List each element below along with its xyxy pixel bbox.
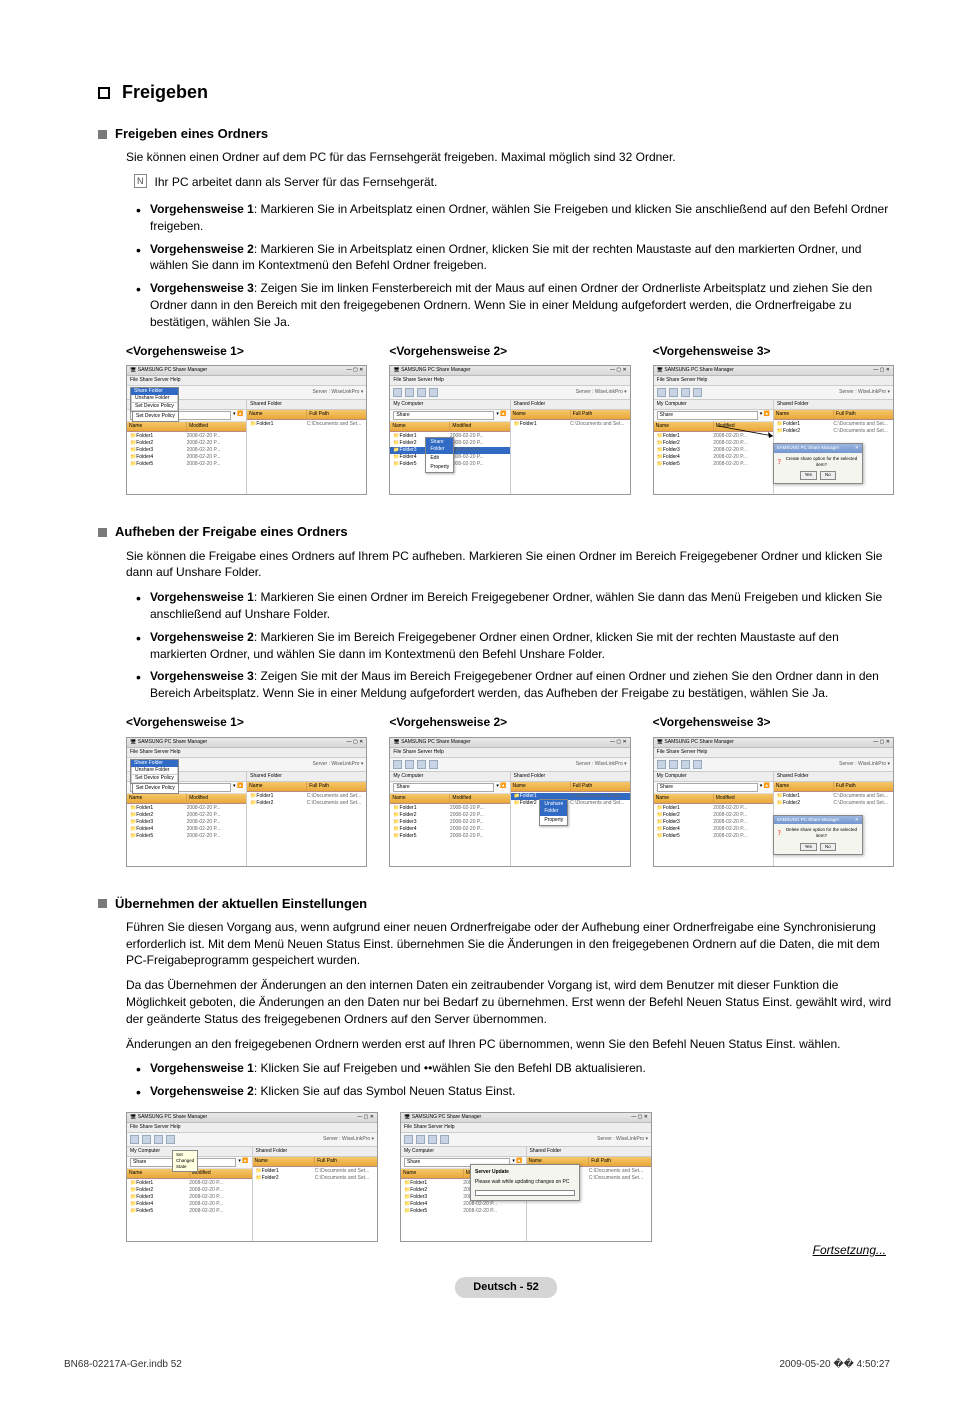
list-item: Vorgehensweise 1: Markieren Sie in Arbei… bbox=[136, 201, 894, 235]
screenshot-1a: 🖥 SAMSUNG PC Share Manager— ▢ ✕ File Sha… bbox=[126, 365, 367, 495]
note-text-1: Ihr PC arbeitet dann als Server für das … bbox=[155, 174, 438, 191]
list-item: Vorgehensweise 2: Markieren Sie in Arbei… bbox=[136, 241, 894, 275]
method-text: : Zeigen Sie mit der Maus im Bereich Fre… bbox=[150, 669, 879, 700]
intro-1: Sie können einen Ordner auf dem PC für d… bbox=[126, 149, 894, 166]
screenshot-2a: 🖥 SAMSUNG PC Share Manager— ▢ ✕ File Sha… bbox=[126, 737, 367, 867]
methods-list-1: Vorgehensweise 1: Markieren Sie in Arbei… bbox=[136, 201, 894, 331]
sub-title-1: Freigeben eines Ordners bbox=[115, 125, 268, 143]
p3-1: Führen Sie diesen Vorgang aus, wenn aufg… bbox=[126, 919, 894, 969]
page-number: Deutsch - 52 bbox=[455, 1277, 556, 1298]
continuation-note: Fortsetzung... bbox=[118, 1242, 886, 1259]
method-label: Vorgehensweise 1 bbox=[150, 590, 254, 604]
heading-text: Freigeben bbox=[122, 80, 208, 105]
intro-2: Sie können die Freigabe eines Ordners au… bbox=[126, 548, 894, 582]
screenshot-2b: 🖥 SAMSUNG PC Share Manager— ▢ ✕ File Sha… bbox=[389, 737, 630, 867]
screenshot-1b: 🖥 SAMSUNG PC Share Manager— ▢ ✕ File Sha… bbox=[389, 365, 630, 495]
shot-title: <Vorgehensweise 3> bbox=[653, 343, 894, 360]
method-label: Vorgehensweise 3 bbox=[150, 669, 254, 683]
main-heading: Freigeben bbox=[98, 80, 894, 105]
method-label: Vorgehensweise 3 bbox=[150, 281, 254, 295]
method-text: : Klicken Sie auf das Symbol Neuen Statu… bbox=[254, 1084, 515, 1098]
screenshot-1c: 🖥 SAMSUNG PC Share Manager— ▢ ✕ File Sha… bbox=[653, 365, 894, 495]
print-footer: BN68-02217A-Ger.indb 52 2009-05-20 �� 4:… bbox=[60, 1358, 894, 1372]
shot-title: <Vorgehensweise 3> bbox=[653, 714, 894, 731]
screenshot-row-2: <Vorgehensweise 1> 🖥 SAMSUNG PC Share Ma… bbox=[126, 714, 894, 867]
square-bullet-icon bbox=[98, 528, 107, 537]
square-bullet-icon bbox=[98, 899, 107, 908]
sub-heading-1: Freigeben eines Ordners bbox=[98, 125, 894, 143]
square-bullet-icon bbox=[98, 130, 107, 139]
p3-2: Da das Übernehmen der Änderungen an den … bbox=[126, 977, 894, 1027]
print-date: 2009-05-20 �� 4:50:27 bbox=[779, 1358, 890, 1372]
methods-list-3: Vorgehensweise 1: Klicken Sie auf Freige… bbox=[136, 1060, 894, 1100]
method-text: : Markieren Sie in Arbeitsplatz einen Or… bbox=[150, 242, 861, 273]
sub-heading-2: Aufheben der Freigabe eines Ordners bbox=[98, 523, 894, 541]
note-1: N Ihr PC arbeitet dann als Server für da… bbox=[134, 174, 894, 191]
shot-title: <Vorgehensweise 2> bbox=[389, 343, 630, 360]
file-ref: BN68-02217A-Ger.indb 52 bbox=[64, 1358, 182, 1372]
section-unshare: Aufheben der Freigabe eines Ordners Sie … bbox=[118, 523, 894, 866]
screenshot-3a: 🖥 SAMSUNG PC Share Manager— ▢ ✕ File Sha… bbox=[126, 1112, 378, 1242]
sub-title-3: Übernehmen der aktuellen Einstellungen bbox=[115, 895, 367, 913]
section-share: Freigeben eines Ordners Sie können einen… bbox=[118, 125, 894, 495]
sub-title-2: Aufheben der Freigabe eines Ordners bbox=[115, 523, 348, 541]
note-icon: N bbox=[134, 174, 147, 188]
shot-title: <Vorgehensweise 1> bbox=[126, 343, 367, 360]
methods-list-2: Vorgehensweise 1: Markieren Sie einen Or… bbox=[136, 589, 894, 702]
method-text: : Markieren Sie in Arbeitsplatz einen Or… bbox=[150, 202, 888, 233]
method-text: : Markieren Sie einen Ordner im Bereich … bbox=[150, 590, 882, 621]
section-apply: Übernehmen der aktuellen Einstellungen F… bbox=[118, 895, 894, 1242]
method-label: Vorgehensweise 2 bbox=[150, 1084, 254, 1098]
method-text: : Zeigen Sie im linken Fensterbereich mi… bbox=[150, 281, 872, 329]
method-label: Vorgehensweise 2 bbox=[150, 630, 254, 644]
list-item: Vorgehensweise 2: Klicken Sie auf das Sy… bbox=[136, 1083, 894, 1100]
shot-title: <Vorgehensweise 1> bbox=[126, 714, 367, 731]
sub-heading-3: Übernehmen der aktuellen Einstellungen bbox=[98, 895, 894, 913]
screenshot-2c: 🖥 SAMSUNG PC Share Manager— ▢ ✕ File Sha… bbox=[653, 737, 894, 867]
screenshot-row-3: 🖥 SAMSUNG PC Share Manager— ▢ ✕ File Sha… bbox=[126, 1112, 894, 1242]
list-item: Vorgehensweise 3: Zeigen Sie im linken F… bbox=[136, 280, 894, 330]
screenshot-3b: 🖥 SAMSUNG PC Share Manager— ▢ ✕ File Sha… bbox=[400, 1112, 652, 1242]
list-item: Vorgehensweise 2: Markieren Sie im Berei… bbox=[136, 629, 894, 663]
page-footer: Deutsch - 52 bbox=[118, 1277, 894, 1298]
heading-icon bbox=[98, 87, 110, 99]
method-label: Vorgehensweise 1 bbox=[150, 202, 254, 216]
list-item: Vorgehensweise 3: Zeigen Sie mit der Mau… bbox=[136, 668, 894, 702]
p3-3: Änderungen an den freigegebenen Ordnern … bbox=[126, 1036, 894, 1053]
list-item: Vorgehensweise 1: Markieren Sie einen Or… bbox=[136, 589, 894, 623]
list-item: Vorgehensweise 1: Klicken Sie auf Freige… bbox=[136, 1060, 894, 1077]
method-label: Vorgehensweise 2 bbox=[150, 242, 254, 256]
screenshot-row-1: <Vorgehensweise 1> 🖥 SAMSUNG PC Share Ma… bbox=[126, 343, 894, 496]
shot-title: <Vorgehensweise 2> bbox=[389, 714, 630, 731]
method-label: Vorgehensweise 1 bbox=[150, 1061, 254, 1075]
method-text: : Markieren Sie im Bereich Freigegebener… bbox=[150, 630, 839, 661]
method-text: : Klicken Sie auf Freigeben und ••wählen… bbox=[254, 1061, 646, 1075]
